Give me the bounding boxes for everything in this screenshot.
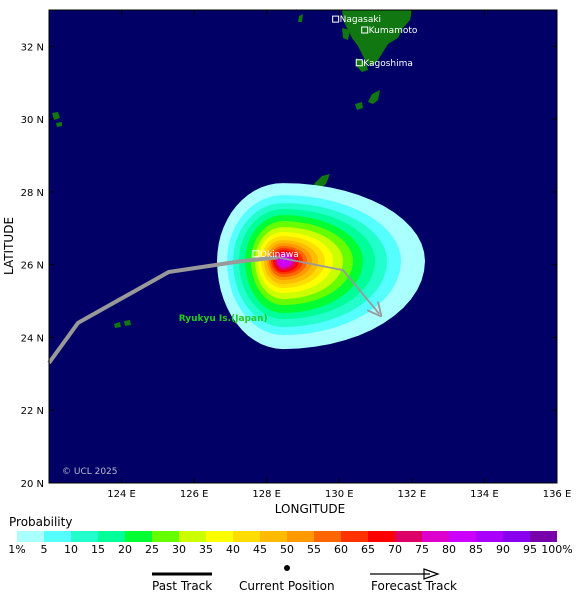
city-marker-icon [252,250,260,258]
legend-title: Probability [9,515,73,529]
city-label-2: Kagoshima [363,59,413,69]
landmass-0 [342,10,412,66]
region-label: Ryukyu Is.(Japan) [179,314,268,324]
landmass-10 [52,112,60,120]
y-axis-title: LATITUDE [2,217,16,275]
y-tick-label: 30 N [21,115,44,126]
past-track [47,255,278,365]
colorbar-label-2: 10 [64,543,78,556]
colorbar-swatch-1 [44,531,71,542]
past-track-label: Past Track [152,579,213,593]
colorbar-swatch-16 [449,531,476,542]
colorbar-label-0: 1% [8,543,26,556]
colorbar-swatch-17 [476,531,503,542]
colorbar-label-15: 75 [415,543,429,556]
forecast-track [277,256,380,313]
x-tick-label: 132 E [398,489,427,500]
colorbar-label-9: 45 [253,543,267,556]
city-marker-icon [355,59,363,67]
x-tick-label: 128 E [252,489,281,500]
current-position-dot [284,565,290,571]
colorbar-swatch-14 [395,531,422,542]
colorbar-swatch-15 [422,531,449,542]
x-tick-label: 124 E [107,489,136,500]
colorbar-label-10: 50 [280,543,294,556]
map-frame [48,9,558,484]
y-tick-label: 32 N [21,42,44,53]
track-legend: Past Track Current Position Forecast Tra… [0,560,580,600]
colorbar-label-19: 95 [523,543,537,556]
landmass-9 [124,320,131,326]
colorbar-swatch-2 [71,531,98,542]
colorbar-label-6: 30 [172,543,186,556]
storm-tracks [47,255,380,365]
copyright-label: © UCL 2025 [62,467,118,477]
x-tick-label: 136 E [543,489,572,500]
colorbar-label-20: 100% [541,543,573,556]
landmass-3 [368,90,380,104]
colorbar-swatch-12 [341,531,368,542]
x-axis-title: LONGITUDE [275,502,345,516]
colorbar-swatch-19 [530,531,557,542]
colorbar-swatch-10 [287,531,314,542]
y-tick-label: 24 N [21,333,44,344]
colorbar-label-13: 65 [361,543,375,556]
city-label-3: Okinawa [260,250,299,260]
colorbar-label-18: 90 [496,543,510,556]
colorbar-label-8: 40 [226,543,240,556]
colorbar-swatch-4 [125,531,152,542]
axis-ticks: 124 E 126 E 128 E 130 E 132 E 134 E 136 E 32 N 3… [21,10,572,500]
colorbar-swatch-6 [179,531,206,542]
colorbar-swatch-0 [17,531,44,542]
forecast-track-label: Forecast Track [371,579,457,593]
colorbar-swatch-18 [503,531,530,542]
colorbar-label-12: 60 [334,543,348,556]
city-marker-icon [332,15,340,23]
landmass-1 [342,28,350,40]
colorbar-label-16: 80 [442,543,456,556]
colorbar-label-4: 20 [118,543,132,556]
x-tick-label: 130 E [325,489,354,500]
y-tick-label: 20 N [21,479,44,490]
colorbar-swatch-13 [368,531,395,542]
landmass-6 [298,14,303,22]
colorbar-swatch-5 [152,531,179,542]
probability-field [217,183,425,350]
colorbar-label-7: 35 [199,543,213,556]
y-tick-label: 22 N [21,406,44,417]
current-position-label: Current Position [239,579,335,593]
y-tick-label: 28 N [21,188,44,199]
x-tick-label: 126 E [180,489,209,500]
city-marker-icon [361,26,369,34]
colorbar-swatch-9 [260,531,287,542]
colorbar-label-14: 70 [388,543,402,556]
colorbar-label-17: 85 [469,543,483,556]
colorbar-label-3: 15 [91,543,105,556]
city-label-1: Kumamoto [369,26,418,36]
colorbar-label-5: 25 [145,543,159,556]
landmass-8 [114,322,121,328]
colorbar-labels: 1% 5 10 15 20 25 30 35 40 45 50 55 60 65 70 75 80 85 90 95 1… [0,543,580,557]
colorbar-label-1: 5 [40,543,48,556]
y-tick-label: 26 N [21,261,44,272]
x-tick-label: 134 E [470,489,499,500]
forecast-arrow-icon [423,568,440,580]
colorbar-swatch-7 [206,531,233,542]
city-label-0: Nagasaki [340,15,381,25]
colorbar-swatch-3 [98,531,125,542]
colorbar-swatch-11 [314,531,341,542]
colorbar-swatch-8 [233,531,260,542]
colorbar-label-11: 55 [307,543,321,556]
landmass-11 [56,122,62,127]
probability-colorbar [17,531,557,542]
landmass-4 [355,102,363,110]
